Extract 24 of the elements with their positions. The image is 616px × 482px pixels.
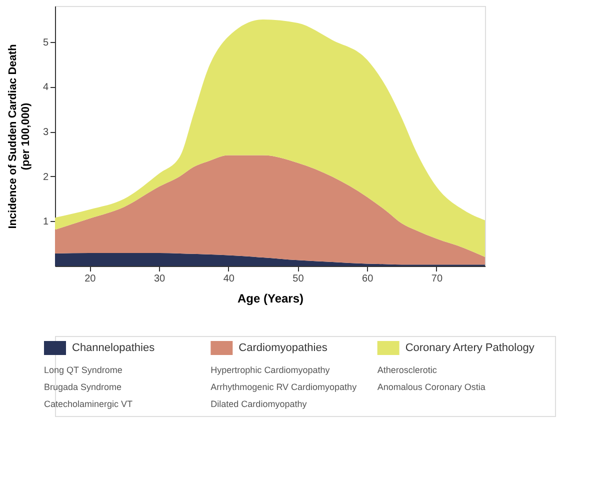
text: Hypertrophic Cardiomyopathy <box>210 365 330 375</box>
text: Atherosclerotic <box>377 365 438 375</box>
x-tick-label: 40 <box>223 274 235 284</box>
text: Arrhythmogenic RV Cardiomyopathy <box>210 382 358 392</box>
x-tick-label: 60 <box>362 274 374 284</box>
legend-label: Coronary Artery Pathology <box>405 342 535 354</box>
text: Catecholaminergic VT <box>44 399 134 409</box>
text: Anomalous Coronary Ostia <box>377 382 486 392</box>
x-tick-label: 70 <box>431 274 443 284</box>
x-tick-label: 20 <box>84 274 96 284</box>
legend-label: Channelopathies <box>72 342 156 354</box>
y-tick-label: 3 <box>42 127 49 138</box>
y-tick-label: 4 <box>42 82 49 94</box>
text: Dilated Cardiomyopathy <box>210 399 308 409</box>
y-tick-label: 2 <box>42 172 49 183</box>
text: Brugada Syndrome <box>44 382 122 392</box>
x-tick-label: 30 <box>154 274 166 284</box>
x-tick-label: 50 <box>292 274 304 284</box>
y-axis-title: Incidence of Sudden Cardiac Death (per 100,000) <box>6 44 32 229</box>
legend-label: Cardiomyopathies <box>238 342 328 354</box>
x-axis-title: Age (Years) <box>237 292 304 306</box>
y-tick-label: 5 <box>42 37 49 48</box>
y-tick-label: 1 <box>42 216 49 228</box>
text: Long QT Syndrome <box>44 365 122 375</box>
